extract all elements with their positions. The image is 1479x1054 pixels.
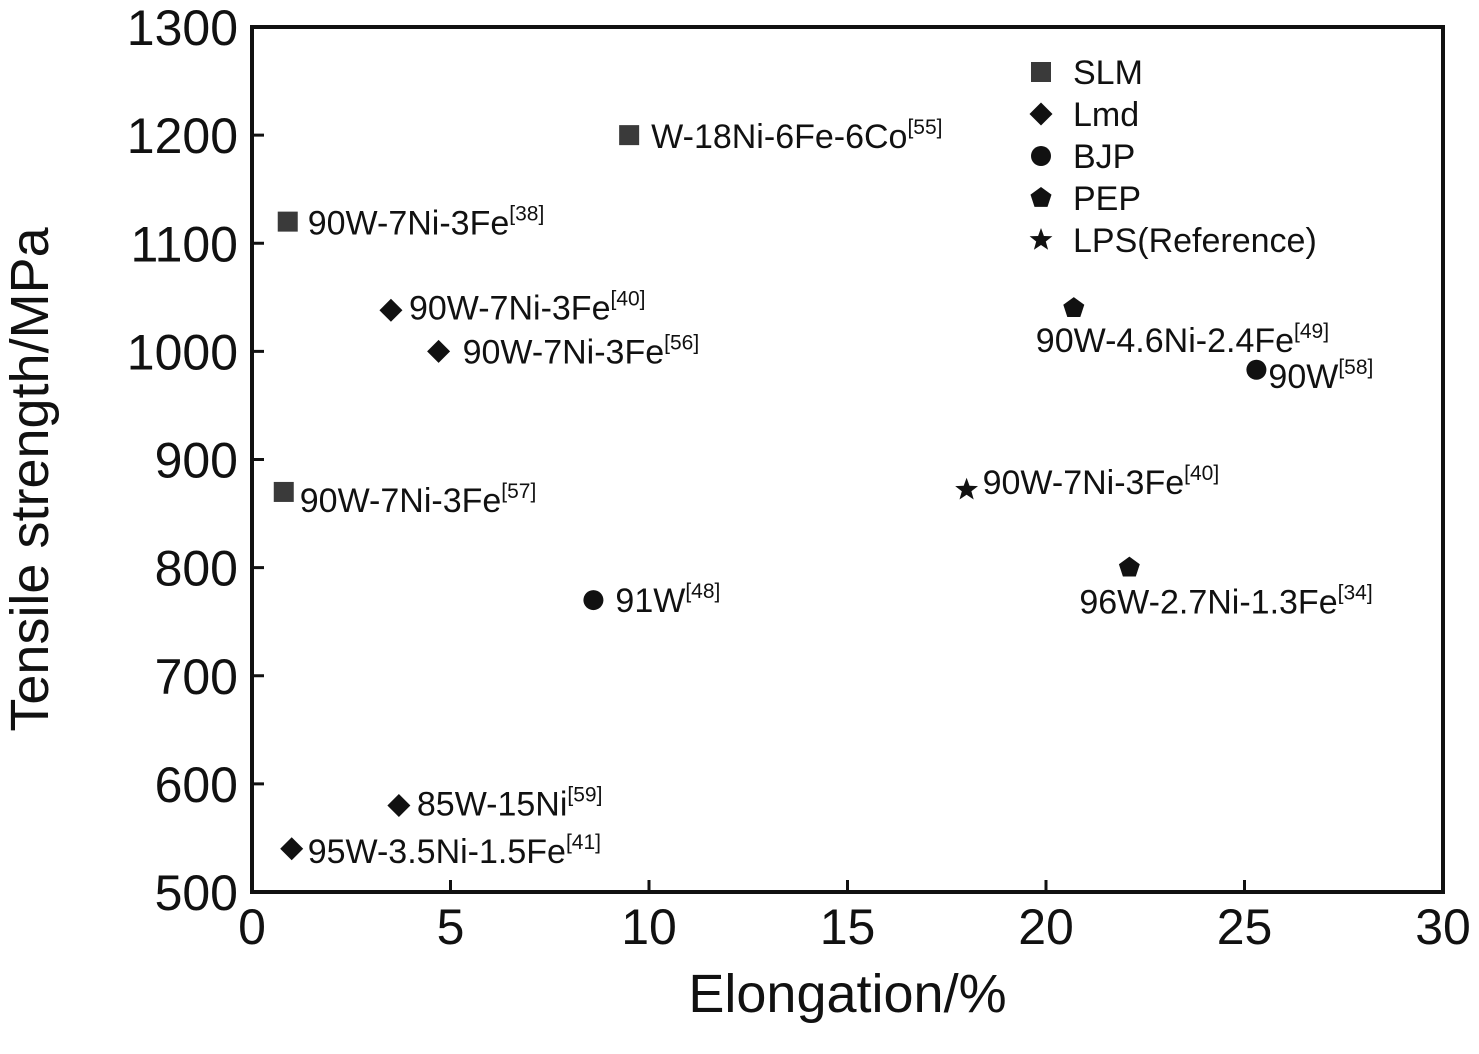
point-label-text: 90W-7Ni-3Fe — [300, 482, 502, 520]
legend-label: PEP — [1073, 180, 1141, 218]
legend-label: LPS(Reference) — [1073, 222, 1317, 260]
point-label-ref: [49] — [1294, 320, 1329, 343]
x-tick-label: 10 — [621, 899, 677, 955]
point-label-text: 90W — [1268, 358, 1338, 396]
point-label-text: 90W-4.6Ni-2.4Fe — [1036, 322, 1294, 360]
point-label: W-18Ni-6Fe-6Co[55] — [651, 116, 942, 156]
legend-marker-diamond — [1029, 102, 1053, 126]
y-tick-label: 900 — [155, 433, 238, 489]
point-label-text: 90W-7Ni-3Fe — [409, 289, 611, 327]
legend-label: SLM — [1073, 54, 1143, 92]
data-point-pentagon — [1063, 297, 1085, 317]
legend-label: Lmd — [1073, 96, 1139, 134]
data-point-square — [277, 211, 298, 232]
y-tick-label: 500 — [155, 865, 238, 921]
data-point-square — [273, 481, 294, 502]
point-label-text: 90W-7Ni-3Fe — [308, 205, 510, 243]
point-label-text: 85W-15Ni — [417, 786, 568, 824]
point-label-text: W-18Ni-6Fe-6Co — [651, 118, 907, 156]
x-tick-label: 5 — [437, 899, 465, 955]
axis-ticks: 0 5 10 15 20 25 30 500 600 700 800 900 1000 1100 1200 1… — [127, 0, 1471, 955]
point-label-ref: [41] — [566, 831, 601, 854]
y-tick-label: 600 — [155, 757, 238, 813]
y-tick-label: 700 — [155, 649, 238, 705]
legend-marker-pentagon — [1030, 187, 1052, 207]
point-label-text: 95W-3.5Ni-1.5Fe — [308, 833, 566, 871]
legend-marker-square — [1031, 62, 1051, 82]
x-tick-label: 15 — [820, 899, 876, 955]
point-label-ref: [38] — [509, 203, 544, 226]
data-point-square — [619, 125, 640, 146]
data-points — [273, 125, 1267, 861]
point-label: 95W-3.5Ni-1.5Fe[41] — [308, 831, 601, 871]
y-tick-label: 1100 — [130, 216, 238, 272]
x-tick-label: 20 — [1018, 899, 1074, 955]
point-label-ref: [40] — [610, 287, 645, 310]
point-label: 85W-15Ni[59] — [417, 784, 603, 824]
point-label-text: 90W-7Ni-3Fe — [983, 464, 1185, 502]
point-label: 90W-7Ni-3Fe[56] — [463, 331, 700, 371]
point-label-ref: [59] — [567, 784, 602, 807]
point-label-ref: [55] — [907, 116, 942, 139]
point-labels: W-18Ni-6Fe-6Co[55]90W-7Ni-3Fe[38]90W-7Ni… — [300, 116, 1374, 871]
plot-area-frame — [250, 25, 1445, 894]
point-label-ref: [57] — [501, 480, 536, 503]
legend-label: BJP — [1073, 138, 1135, 176]
data-point-diamond — [427, 339, 451, 363]
data-point-diamond — [387, 794, 411, 817]
data-point-star — [955, 477, 978, 500]
point-label-ref: [58] — [1338, 356, 1373, 379]
legend-marker-star — [1029, 228, 1053, 250]
point-label-text: 90W-7Ni-3Fe — [463, 333, 665, 371]
y-tick-label: 1300 — [127, 0, 238, 56]
point-label: 90W-7Ni-3Fe[57] — [300, 480, 537, 520]
point-label-ref: [56] — [664, 331, 699, 354]
x-tick-label: 0 — [238, 899, 266, 955]
data-point-diamond — [379, 298, 403, 322]
point-label-ref: [48] — [685, 580, 720, 603]
x-tick-label: 30 — [1415, 899, 1471, 955]
y-tick-label: 1200 — [127, 108, 238, 164]
point-label: 90W-7Ni-3Fe[40] — [409, 287, 646, 327]
point-label-ref: [34] — [1338, 582, 1373, 605]
x-axis-title: Elongation/% — [688, 964, 1006, 1024]
point-label: 90W-7Ni-3Fe[40] — [983, 462, 1220, 502]
point-label: 90W-7Ni-3Fe[38] — [308, 203, 545, 243]
point-label: 96W-2.7Ni-1.3Fe[34] — [1079, 582, 1372, 622]
point-label: 91W[48] — [615, 580, 720, 620]
point-label: 90W-4.6Ni-2.4Fe[49] — [1036, 320, 1329, 360]
point-label-ref: [40] — [1184, 462, 1219, 485]
y-tick-label: 1000 — [127, 324, 238, 380]
y-tick-label: 800 — [155, 541, 238, 597]
y-axis-title: Tensile strength/MPa — [0, 226, 60, 731]
point-label-text: 91W — [615, 582, 685, 620]
legend-marker-circle — [1031, 146, 1051, 166]
x-tick-label: 25 — [1217, 899, 1273, 955]
point-label: 90W[58] — [1268, 356, 1373, 396]
data-point-pentagon — [1118, 556, 1140, 577]
data-point-circle — [583, 590, 604, 611]
point-label-text: 96W-2.7Ni-1.3Fe — [1079, 584, 1337, 622]
data-point-circle — [1246, 359, 1267, 380]
data-point-diamond — [280, 837, 304, 861]
legend: SLM Lmd BJP PEP LPS(Reference) — [1029, 54, 1317, 260]
